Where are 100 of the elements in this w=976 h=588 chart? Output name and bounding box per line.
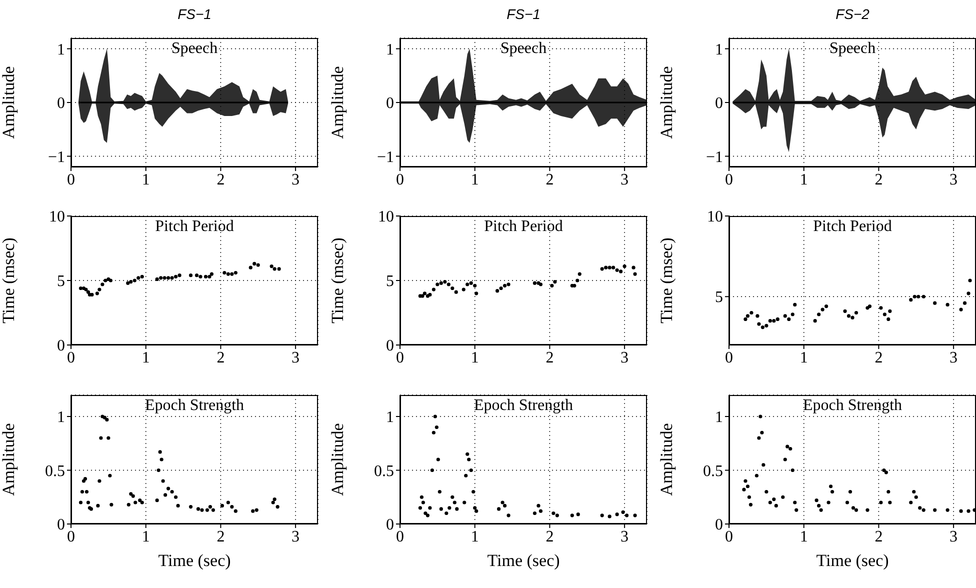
point — [846, 314, 851, 318]
point — [830, 490, 834, 494]
point — [918, 506, 922, 510]
x-tick-label: 3 — [950, 171, 958, 188]
point — [156, 468, 160, 472]
point — [220, 504, 224, 508]
x-axis-title: Time (sec) — [487, 551, 560, 570]
annotation: Pitch Period — [154, 218, 235, 236]
point — [888, 500, 892, 504]
point — [532, 281, 537, 285]
annotation: Epoch Strength — [472, 397, 574, 415]
x-tick-label: 3 — [292, 171, 300, 188]
point — [790, 312, 794, 316]
point — [254, 508, 258, 512]
point — [820, 308, 824, 312]
point — [84, 490, 89, 494]
point — [426, 514, 430, 518]
y-tick-label: 0 — [57, 338, 65, 355]
y-tick-label: −1 — [706, 148, 723, 166]
point — [436, 282, 440, 286]
point — [467, 458, 471, 462]
y-tick-label: −1 — [48, 148, 65, 166]
point — [211, 508, 216, 512]
point — [850, 316, 854, 320]
point — [824, 304, 828, 308]
point — [768, 319, 772, 323]
point — [760, 325, 764, 330]
chart-title: FS−1 — [506, 6, 542, 22]
point — [84, 288, 88, 292]
point — [226, 272, 230, 276]
point — [176, 504, 180, 508]
point — [110, 502, 114, 506]
point — [632, 266, 636, 270]
point — [506, 282, 510, 286]
point — [754, 474, 758, 478]
point — [276, 505, 280, 509]
point — [78, 500, 83, 504]
point — [271, 500, 275, 504]
point — [138, 498, 142, 502]
point — [612, 266, 616, 270]
point — [469, 281, 473, 285]
point — [793, 500, 797, 504]
point — [781, 495, 785, 499]
y-tick-label: 1 — [715, 41, 723, 58]
point — [959, 308, 963, 312]
point — [466, 282, 470, 286]
point — [270, 264, 274, 268]
point — [420, 495, 424, 499]
point — [126, 502, 130, 506]
point — [600, 267, 604, 271]
point — [772, 497, 776, 502]
point — [424, 511, 428, 516]
point — [174, 274, 178, 278]
point — [888, 309, 892, 313]
point — [819, 508, 823, 512]
point — [432, 430, 436, 434]
point — [742, 488, 746, 492]
point — [230, 505, 234, 509]
y-tick-label: 0 — [57, 95, 65, 112]
y-tick-label: 10 — [49, 208, 65, 226]
x-tick-label: 2 — [546, 528, 554, 546]
annotation: Epoch Strength — [144, 397, 246, 415]
point — [854, 508, 858, 512]
point — [158, 450, 162, 454]
point — [86, 500, 90, 504]
point — [851, 506, 856, 510]
point — [772, 319, 776, 323]
point — [99, 436, 103, 440]
point — [272, 267, 276, 271]
point — [474, 292, 478, 296]
point — [914, 495, 918, 499]
point — [966, 292, 970, 296]
point — [879, 500, 883, 504]
point — [886, 490, 890, 494]
point — [469, 468, 473, 472]
point — [828, 484, 833, 488]
point — [922, 294, 926, 298]
y-tick-label: 0.5 — [703, 462, 723, 480]
point — [817, 504, 821, 508]
annotation: Pitch Period — [812, 218, 893, 236]
y-tick-label: 5 — [715, 289, 723, 306]
point — [570, 514, 574, 518]
x-tick-label: 3 — [292, 349, 300, 366]
x-tick-label: 1 — [470, 528, 479, 546]
y-tick-label: 1 — [715, 409, 723, 426]
point — [188, 274, 193, 278]
x-tick-label: 3 — [292, 528, 300, 546]
point — [140, 274, 144, 278]
point — [757, 436, 761, 440]
point — [428, 506, 432, 510]
point — [196, 507, 200, 511]
y-tick-label: 0 — [715, 516, 723, 534]
point — [466, 452, 470, 456]
y-tick-label: 0 — [386, 95, 394, 112]
point — [624, 514, 629, 518]
point — [882, 468, 886, 472]
point — [933, 508, 937, 512]
y-axis-title: Amplitude — [328, 66, 348, 139]
point — [198, 274, 202, 278]
point — [882, 312, 886, 316]
